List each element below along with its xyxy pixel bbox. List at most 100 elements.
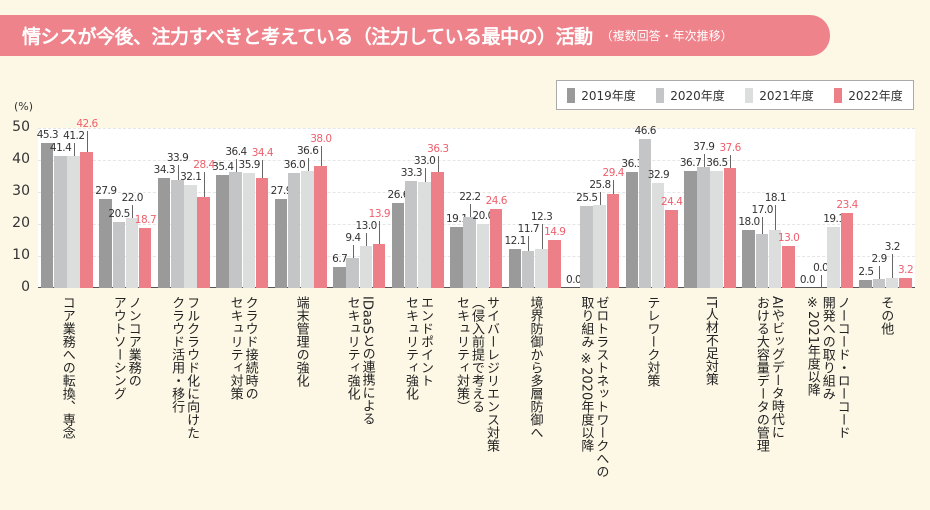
y-tick-label: 30 (12, 183, 30, 199)
value-label: 22.0 (121, 191, 144, 204)
bar (112, 222, 126, 288)
value-label: 41.4 (49, 141, 72, 154)
category-label: テレワーク対策 (644, 296, 660, 387)
bar (742, 230, 756, 288)
value-label: 14.9 (544, 226, 566, 239)
leader-line (730, 154, 732, 168)
value-label: 37.6 (719, 141, 741, 154)
bar (768, 230, 782, 288)
bar (67, 156, 80, 288)
bar (404, 181, 418, 288)
category-label: その他 (878, 296, 894, 335)
bar (170, 179, 184, 288)
value-label: 29.4 (602, 167, 625, 180)
legend-item: 2021年度 (745, 87, 814, 104)
value-label: 38.0 (310, 132, 332, 145)
value-label: 27.9 (95, 184, 117, 197)
value-label: 2.9 (871, 252, 888, 265)
value-label: 36.7 (679, 156, 702, 169)
bar (216, 174, 229, 288)
legend-swatch (567, 87, 576, 103)
value-label: 45.3 (36, 129, 59, 142)
value-label: 42.6 (76, 117, 98, 130)
category-label: 端末管理の強化 (293, 296, 309, 387)
bar (418, 182, 431, 288)
bar (723, 167, 737, 288)
category-label: ゼロトラストネットワークへの 取り組み ※2020年度以降 (578, 296, 609, 478)
legend-item: 2019年度 (567, 87, 636, 104)
value-label: 0.0 (566, 274, 582, 286)
bar (274, 198, 288, 288)
value-label: 25.5 (576, 192, 598, 205)
bar (476, 224, 490, 288)
value-label: 12.1 (504, 235, 526, 248)
value-label: 24.6 (485, 195, 508, 208)
bar (463, 216, 476, 288)
value-label: 6.7 (332, 252, 348, 265)
bar (314, 166, 327, 288)
bar (665, 209, 678, 288)
leader-line (437, 156, 439, 172)
bar (391, 202, 405, 288)
bar (755, 233, 769, 288)
value-label: 20.5 (108, 208, 130, 221)
leader-line (366, 232, 368, 247)
bar (872, 278, 886, 288)
category-label: AIやビッグデータ時代に おける大容量データの管理 (753, 296, 784, 452)
bar (40, 143, 54, 288)
value-label: 0.0 (813, 262, 829, 274)
leader-line (892, 253, 894, 278)
leader-line (528, 236, 530, 251)
bar (255, 177, 269, 288)
bar (521, 250, 535, 288)
bar (489, 209, 503, 288)
value-label: 34.3 (153, 164, 176, 177)
bar (197, 197, 210, 288)
bar (625, 171, 639, 288)
leader-line (352, 244, 354, 258)
leader-line (73, 142, 75, 157)
title-band: 情シスが今後、注力すべきと考えている（注力している最中の）活動 （複数回答・年次… (0, 15, 830, 56)
value-label: 24.4 (660, 195, 683, 208)
value-label: 18.0 (738, 216, 760, 229)
bar (827, 226, 840, 288)
leader-line (307, 157, 309, 171)
leader-line (600, 192, 602, 206)
value-label: 34.4 (251, 147, 274, 160)
bar (859, 280, 872, 288)
value-label: 19.1 (445, 212, 468, 225)
bar (138, 228, 152, 288)
value-label: 9.4 (345, 231, 361, 244)
bar (548, 240, 561, 288)
value-label: 37.9 (693, 140, 715, 153)
bar (229, 171, 243, 288)
value-label: 11.7 (517, 223, 540, 236)
bar (184, 185, 197, 288)
value-label: 0.0 (799, 274, 816, 286)
leader-line (236, 158, 238, 172)
bar (157, 178, 171, 288)
category-label: IT人材不足対策 (702, 296, 718, 386)
bar (333, 266, 346, 288)
category-label: エンドポイント セキュリティ強化 (403, 296, 434, 400)
leader-line (379, 220, 381, 244)
leader-line (320, 145, 322, 167)
bar (125, 217, 139, 288)
value-label: 36.0 (283, 158, 306, 171)
bar (242, 173, 256, 288)
legend-label: 2022年度 (848, 88, 903, 103)
leader-line (775, 205, 777, 231)
bar (782, 246, 795, 288)
value-label: 19.1 (823, 212, 845, 225)
value-label: 36.3 (621, 157, 643, 170)
bar (580, 206, 593, 288)
category-label: フルクラウド化に向けた クラウド活用・移行 (169, 296, 200, 439)
plot-area: 45.3 41.4 41.2 42.6 27.9 20.5 22.0 18.7 34.3 33.9… (36, 118, 915, 288)
bar (99, 198, 112, 288)
leader-line (132, 204, 134, 218)
category-label: ノーコード・ローコード 開発への取り組み ※2021年度以降 (804, 296, 850, 439)
category-label: IDaaSとの連携による セキュリティ強化 (344, 296, 375, 426)
value-label: 18.1 (764, 192, 787, 205)
bar (898, 277, 912, 288)
y-tick-label: 40 (12, 151, 30, 167)
